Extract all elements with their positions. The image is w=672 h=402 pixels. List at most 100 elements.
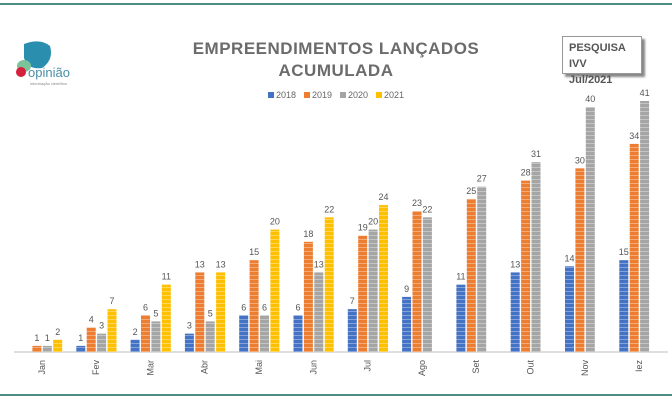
legend-swatch [303, 92, 310, 98]
bar-Jul-2019 [358, 235, 368, 352]
legend-item-2021: 2021 [376, 90, 404, 100]
tick-label-Jun: Jun [308, 360, 318, 375]
tick-label-Set: Set [471, 360, 481, 374]
data-label-Dez-2018: 15 [619, 247, 629, 257]
tick-label-Out: Out [526, 360, 536, 375]
bar-Jun-2018 [293, 315, 303, 352]
bar-Ago-2019 [412, 211, 422, 352]
tick-label-Nov: Nov [580, 360, 590, 377]
bar-Abr-2018 [184, 333, 194, 352]
data-label-Nov-2019: 30 [575, 155, 585, 165]
bottom-border [0, 394, 672, 396]
data-label-Jun-2021: 22 [324, 204, 334, 214]
data-label-Abr-2020: 5 [208, 308, 213, 318]
data-label-Mar-2019: 6 [143, 302, 148, 312]
bar-Set-2019 [466, 198, 476, 352]
legend-item-2020: 2020 [340, 90, 368, 100]
bar-Jun-2020 [314, 272, 324, 352]
legend-label: 2021 [384, 90, 405, 100]
data-label-Fev-2020: 3 [99, 321, 104, 331]
bar-Mar-2019 [141, 315, 150, 352]
bar-Ago-2020 [422, 217, 432, 352]
bar-Set-2018 [456, 284, 466, 352]
logo-text: opinião [28, 65, 70, 80]
data-label-Set-2019: 25 [466, 186, 476, 196]
data-label-Mai-2018: 6 [241, 302, 246, 312]
legend-item-2019: 2019 [303, 90, 332, 100]
bar-Abr-2021 [216, 272, 226, 352]
logo-subtitle: informação científica [30, 81, 67, 86]
bar-Fev-2021 [107, 309, 117, 352]
data-label-Jul-2018: 7 [350, 296, 355, 306]
data-label-Set-2020: 27 [477, 174, 487, 184]
data-label-Out-2020: 31 [531, 149, 541, 159]
bar-Mai-2018 [239, 315, 249, 352]
legend-label: 2019 [311, 90, 332, 100]
legend: 2018 2019 2020 2021 [0, 90, 672, 100]
data-label-Mai-2021: 20 [270, 217, 280, 227]
legend-swatch [376, 92, 383, 98]
legend-label: 2018 [275, 90, 296, 100]
data-label-Jun-2020: 13 [314, 259, 324, 269]
bar-Jan-2021 [53, 339, 63, 352]
data-label-Jun-2019: 18 [303, 229, 313, 239]
data-label-Out-2019: 28 [521, 168, 531, 178]
data-label-Jan-2020: 1 [45, 333, 50, 343]
bar-Dez-2018 [619, 260, 629, 352]
data-label-Dez-2019: 34 [629, 131, 639, 141]
tick-label-Abr: Abr [200, 360, 210, 374]
legend-swatch [267, 92, 274, 98]
data-label-Nov-2018: 14 [564, 253, 574, 263]
bar-Mai-2021 [270, 229, 280, 352]
bar-Abr-2020 [205, 321, 215, 352]
bar-Out-2020 [531, 162, 541, 352]
data-label-Jul-2020: 20 [368, 217, 378, 227]
bar-Mai-2020 [260, 315, 269, 352]
tick-label-Dez: Iez [634, 360, 644, 373]
survey-badge: PESQUISA IVV Jul/2021 [562, 36, 642, 86]
data-label-Abr-2019: 13 [195, 259, 205, 269]
bar-Mar-2021 [161, 284, 171, 352]
data-label-Mai-2019: 15 [249, 247, 259, 257]
opiniao-logo: opinião informação científica [10, 40, 85, 90]
legend-item-2018: 2018 [267, 90, 296, 100]
bar-Ago-2018 [402, 296, 412, 352]
bar-Fev-2020 [97, 333, 107, 352]
data-label-Fev-2021: 7 [109, 296, 114, 306]
bar-Dez-2020 [640, 101, 650, 352]
bar-Jun-2021 [324, 217, 334, 352]
legend-label: 2020 [348, 90, 369, 100]
tick-label-Mai: Mai [254, 360, 264, 375]
badge-line-2: Jul/2021 [569, 74, 613, 86]
title-line-1: EMPREENDIMENTOS LANÇADOS [192, 39, 480, 58]
top-border [0, 3, 672, 5]
bar-Jan-2019 [32, 345, 42, 352]
data-label-Jun-2018: 6 [295, 302, 300, 312]
data-label-Ago-2019: 23 [412, 198, 422, 208]
data-label-Abr-2021: 13 [216, 259, 226, 269]
data-label-Out-2018: 13 [510, 259, 520, 269]
legend-swatch [340, 92, 346, 98]
data-label-Ago-2020: 22 [422, 204, 432, 214]
tick-label-Fev: Fev [91, 360, 101, 376]
data-label-Jan-2021: 2 [55, 327, 60, 337]
data-label-Abr-2018: 3 [187, 321, 192, 331]
bar-Jul-2018 [347, 309, 357, 352]
bar-Set-2020 [477, 186, 487, 352]
bar-Mai-2019 [249, 260, 259, 352]
data-label-Fev-2018: 1 [78, 333, 83, 343]
data-label-Fev-2019: 4 [89, 315, 94, 325]
bar-Jul-2021 [379, 205, 388, 352]
bar-Abr-2019 [195, 272, 205, 352]
bar-Fev-2019 [86, 327, 96, 352]
title-line-2: ACUMULADA [278, 61, 394, 80]
data-label-Set-2018: 11 [456, 272, 465, 282]
bar-Jan-2020 [42, 345, 52, 352]
bar-Nov-2018 [565, 266, 574, 352]
chart-title: EMPREENDIMENTOS LANÇADOS ACUMULADA [150, 38, 522, 82]
data-label-Nov-2020: 40 [585, 94, 595, 104]
data-label-Mar-2021: 11 [162, 272, 171, 282]
bar-Out-2018 [510, 272, 520, 352]
tick-label-Jul: Jul [363, 360, 373, 372]
